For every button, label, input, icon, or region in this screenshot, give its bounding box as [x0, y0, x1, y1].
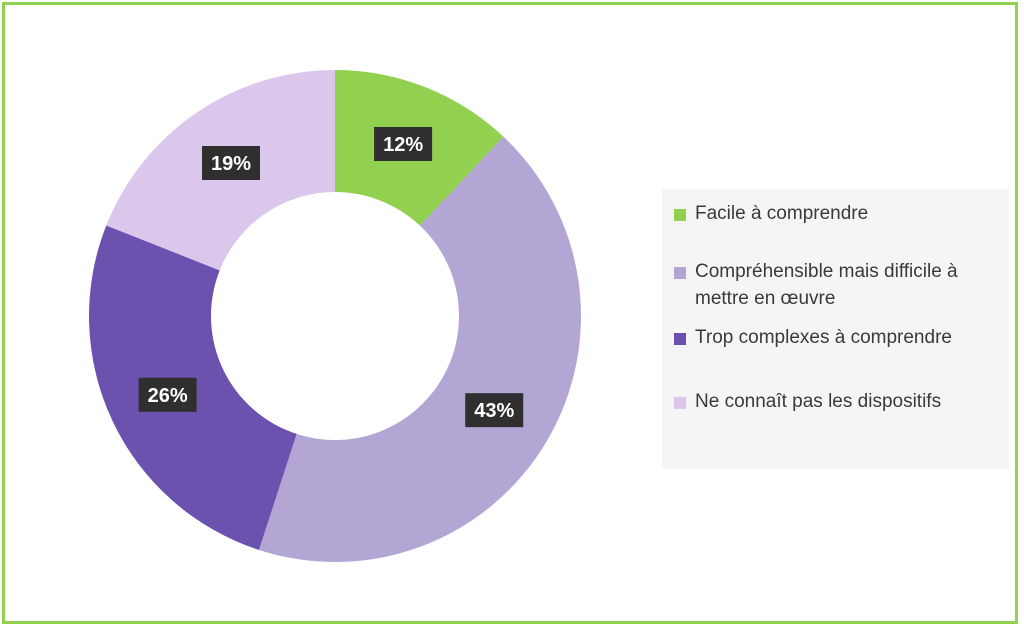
data-label-text: 12%: [383, 134, 423, 156]
legend-label: Facile à comprendre: [695, 203, 869, 224]
data-label-trop-complexes: 26%: [138, 377, 197, 412]
data-label-text: 43%: [474, 400, 514, 422]
legend-swatch: [674, 333, 686, 345]
legend-swatch: [674, 209, 686, 221]
chart-legend: Facile à comprendre Compréhensible mais …: [662, 189, 1009, 469]
data-label-comprehensible: 43%: [465, 393, 524, 428]
slice-comprehensible: [258, 136, 581, 563]
data-label-box: [202, 145, 261, 180]
legend-swatch: [674, 397, 686, 409]
data-label-text: 26%: [148, 385, 188, 407]
data-label-facile: 12%: [374, 126, 433, 161]
legend-label: Compréhensible mais difficile à mettre e…: [695, 261, 958, 309]
data-label-box: [374, 126, 433, 161]
legend-swatch: [674, 267, 686, 279]
data-label-box: [138, 377, 197, 412]
chart-frame: 12% 43% 26% 19% Facile à comprendre Compréh…: [2, 2, 1018, 624]
legend-label: Trop complexes à comprendre: [695, 327, 952, 348]
donut-chart: 12% 43% 26% 19%: [88, 70, 581, 563]
data-label-ne-connait-pas: 19%: [202, 145, 261, 180]
legend-label: Ne connaît pas les dispositifs: [695, 391, 942, 412]
legend-item-trop-complexes: Trop complexes à comprendre: [662, 324, 1009, 388]
legend-item-comprehensible: Compréhensible mais difficile à mettre e…: [662, 258, 1009, 324]
legend-item-facile: Facile à comprendre: [662, 200, 1009, 258]
data-label-box: [465, 393, 524, 428]
data-label-text: 19%: [211, 153, 251, 175]
legend-item-ne-connait-pas: Ne connaît pas les dispositifs: [662, 388, 1009, 415]
